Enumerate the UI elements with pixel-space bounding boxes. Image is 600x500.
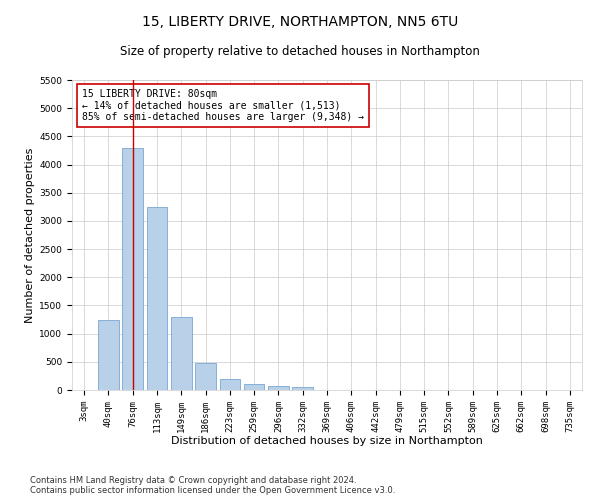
Bar <box>98 320 119 390</box>
Text: Size of property relative to detached houses in Northampton: Size of property relative to detached ho… <box>120 45 480 58</box>
Bar <box>292 386 313 390</box>
Bar <box>268 386 289 390</box>
Text: 15, LIBERTY DRIVE, NORTHAMPTON, NN5 6TU: 15, LIBERTY DRIVE, NORTHAMPTON, NN5 6TU <box>142 15 458 29</box>
Bar <box>244 384 265 390</box>
Text: Contains HM Land Registry data © Crown copyright and database right 2024.
Contai: Contains HM Land Registry data © Crown c… <box>30 476 395 495</box>
Y-axis label: Number of detached properties: Number of detached properties <box>25 148 35 322</box>
Bar <box>220 378 240 390</box>
Text: 15 LIBERTY DRIVE: 80sqm
← 14% of detached houses are smaller (1,513)
85% of semi: 15 LIBERTY DRIVE: 80sqm ← 14% of detache… <box>82 90 364 122</box>
Bar <box>122 148 143 390</box>
Bar <box>146 207 167 390</box>
Bar <box>171 316 191 390</box>
Bar <box>195 363 216 390</box>
X-axis label: Distribution of detached houses by size in Northampton: Distribution of detached houses by size … <box>171 436 483 446</box>
